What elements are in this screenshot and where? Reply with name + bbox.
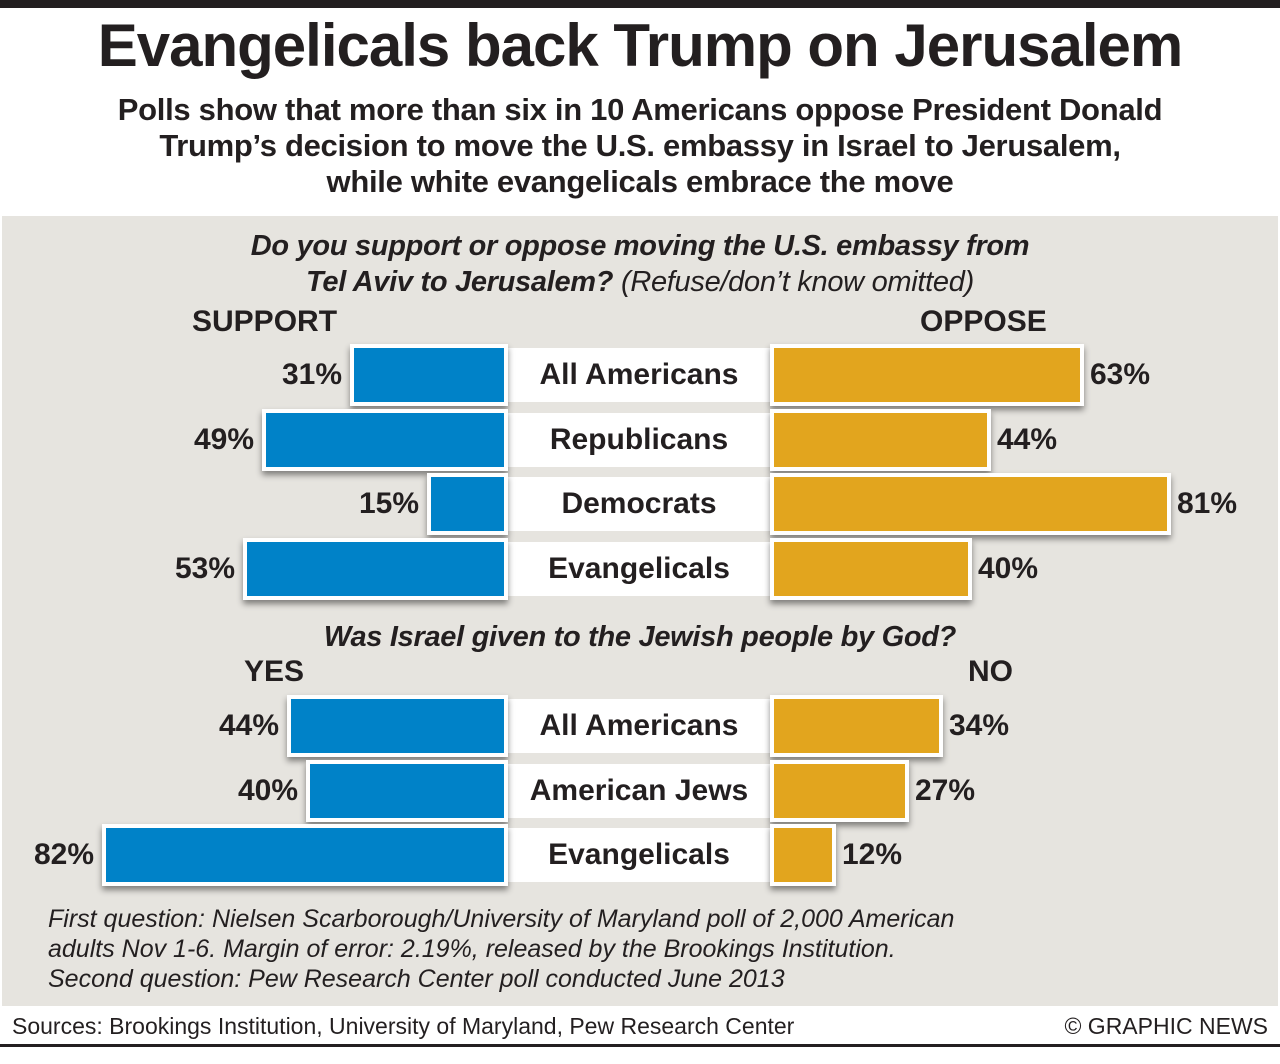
subtitle-line: Trump’s decision to move the U.S. embass… <box>159 128 1121 163</box>
bar-oppose <box>770 344 1084 406</box>
footnote-line: First question: Nielsen Scarborough/Univ… <box>48 905 955 933</box>
value-label-oppose: 81% <box>1177 487 1238 520</box>
bar-no <box>770 824 836 886</box>
bar-yes <box>102 824 508 886</box>
bar-support <box>262 408 508 471</box>
category-label: Republicans <box>549 422 729 456</box>
value-label-support: 53% <box>174 551 235 585</box>
value-label-no: 27% <box>915 773 976 807</box>
category-label-panel <box>504 699 774 753</box>
value-label-oppose: 63% <box>1090 358 1151 391</box>
category-label-panel <box>504 477 774 531</box>
question-1-note: (Refuse/don’t know omitted) <box>620 266 974 298</box>
right-heading-oppose: OPPOSE <box>920 305 1047 338</box>
category-label: Evangelicals <box>548 838 730 871</box>
category-label: All Americans <box>539 358 739 391</box>
left-heading-yes: YES <box>244 655 305 688</box>
bar-support <box>427 473 508 535</box>
value-label-support: 15% <box>358 487 419 520</box>
bar-yes <box>287 695 508 757</box>
question-1-line-2: Tel Aviv to Jerusalem? (Refuse/don’t kno… <box>306 266 974 298</box>
sources-text: Sources: Brookings Institution, Universi… <box>12 1013 795 1039</box>
left-heading-support: SUPPORT <box>192 305 338 338</box>
category-label: Evangelicals <box>548 551 730 585</box>
subtitle-line: while white evangelicals embrace the mov… <box>326 164 954 199</box>
value-label-oppose: 44% <box>997 422 1058 456</box>
category-label-panel <box>504 412 774 467</box>
value-label-support: 31% <box>281 358 342 391</box>
bar-oppose <box>770 537 972 600</box>
bar-oppose <box>770 408 991 471</box>
value-label-oppose: 40% <box>978 551 1039 585</box>
category-label: Democrats <box>561 487 717 520</box>
value-label-yes: 44% <box>218 709 279 742</box>
value-label-yes: 82% <box>33 838 94 871</box>
footnote: First question: Nielsen Scarborough/Univ… <box>48 904 1248 994</box>
top-rule <box>0 0 1280 8</box>
subtitle-line: Polls show that more than six in 10 Amer… <box>117 92 1163 127</box>
question-2: Was Israel given to the Jewish people by… <box>323 621 957 653</box>
credit-text: © GRAPHIC NEWS <box>1064 1013 1268 1039</box>
bottom-rule <box>0 1044 1280 1047</box>
bar-yes <box>306 759 508 822</box>
bar-oppose <box>770 473 1171 535</box>
chart-title: Evangelicals back Trump on Jerusalem <box>97 12 1184 79</box>
value-label-support: 49% <box>193 422 254 456</box>
category-label-panel <box>504 541 774 596</box>
question-1-line-1: Do you support or oppose moving the U.S.… <box>250 230 1030 262</box>
category-label: American Jews <box>529 773 749 807</box>
value-label-no: 34% <box>949 709 1010 742</box>
question-1: Do you support or oppose moving the U.S.… <box>0 228 1280 300</box>
bar-no <box>770 695 943 757</box>
value-label-yes: 40% <box>237 773 298 807</box>
value-label-no: 12% <box>842 838 903 871</box>
chart-subtitle: Polls show that more than six in 10 Amer… <box>0 92 1280 200</box>
right-heading-no: NO <box>968 655 1013 688</box>
category-label-panel <box>504 763 774 818</box>
category-label-panel <box>504 348 774 402</box>
bar-support <box>350 344 508 406</box>
bar-no <box>770 759 909 822</box>
footnote-line: adults Nov 1-6. Margin of error: 2.19%, … <box>48 935 896 963</box>
bar-support <box>243 537 508 600</box>
footnote-line: Second question: Pew Research Center pol… <box>48 965 785 993</box>
category-label: All Americans <box>539 709 739 742</box>
category-label-panel <box>504 828 774 882</box>
